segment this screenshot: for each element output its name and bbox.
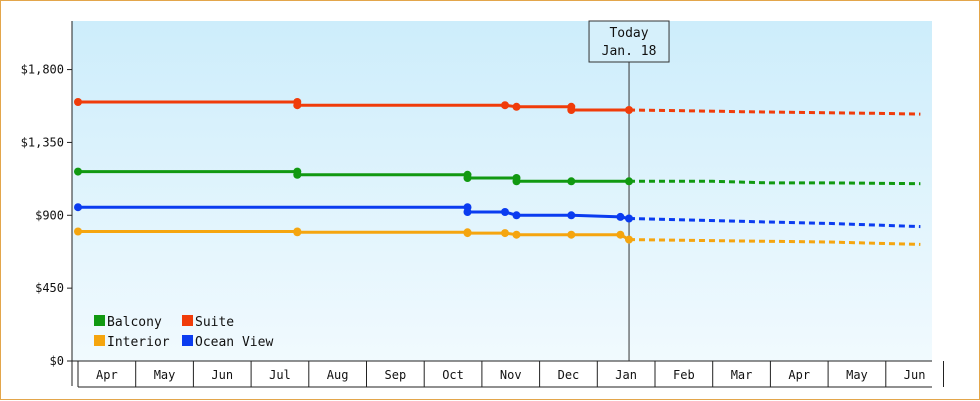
- series-interior: [74, 227, 921, 246]
- series-suite-forecast-line: [628, 108, 921, 116]
- today-marker: Today Jan. 18: [588, 20, 670, 361]
- series-balcony: [74, 167, 921, 186]
- y-tick-label: $1,800: [21, 63, 64, 77]
- series-ocean-view-point: [501, 208, 509, 216]
- legend: Balcony Suite Interior Ocean View: [94, 315, 273, 350]
- series-balcony-point: [293, 170, 302, 179]
- series-ocean-view-point: [616, 212, 625, 221]
- series-interior-point: [567, 230, 576, 239]
- y-tick-label: $0: [50, 354, 64, 368]
- x-axis: Apr May Jun Jul Aug Sep Oct Nov Dec Jan Feb Mar Apr M…: [72, 360, 944, 388]
- series-ocean-view-point: [463, 208, 472, 216]
- series-ocean-view: [74, 203, 921, 229]
- series-ocean-view-point: [625, 214, 633, 223]
- x-tick-label: Aug: [327, 368, 349, 382]
- y-tick-label: $450: [35, 281, 64, 295]
- series-balcony-point: [463, 174, 472, 182]
- series-interior-point: [501, 229, 509, 238]
- series-balcony-forecast-line: [629, 179, 921, 186]
- series-suite-point: [567, 106, 576, 114]
- series-ocean-view-forecast-line: [628, 217, 921, 229]
- legend-swatch-ocean-view: [182, 335, 193, 346]
- x-tick-label: May: [846, 368, 868, 382]
- series-interior-point: [625, 235, 633, 244]
- x-tick-label: Oct: [442, 368, 464, 382]
- today-label: Today: [609, 26, 648, 41]
- today-date: Jan. 18: [602, 44, 657, 59]
- series-balcony-point: [567, 177, 576, 186]
- x-tick-label: Apr: [96, 368, 118, 382]
- x-tick-label: Apr: [788, 368, 810, 382]
- series-ocean-view-point: [567, 211, 576, 220]
- series-ocean-view-point: [74, 203, 82, 212]
- x-tick-label: Mar: [731, 368, 753, 382]
- series-lines: [74, 98, 921, 246]
- series-interior-forecast-line: [628, 238, 921, 246]
- y-tick-label: $900: [35, 208, 64, 222]
- y-tick-label: $1,350: [21, 135, 64, 149]
- series-interior-point: [74, 227, 82, 236]
- series-suite-point: [501, 101, 509, 110]
- legend-swatch-suite: [182, 315, 193, 326]
- x-tick-label: Jun: [211, 368, 233, 382]
- x-tick-label: Nov: [500, 368, 522, 382]
- legend-label-balcony: Balcony: [107, 315, 162, 330]
- x-tick-label: May: [154, 368, 176, 382]
- legend-swatch-balcony: [94, 315, 105, 326]
- series-interior-point: [293, 228, 302, 237]
- series-suite-point: [625, 106, 633, 114]
- legend-swatch-interior: [94, 335, 105, 346]
- x-tick-label: Sep: [385, 368, 407, 382]
- x-tick-label: Feb: [673, 368, 695, 382]
- x-tick-label: Jul: [269, 368, 291, 382]
- series-balcony-point: [625, 177, 633, 186]
- series-balcony-point: [512, 177, 521, 186]
- x-tick-label: Jan: [615, 368, 637, 382]
- plot-area: [72, 21, 932, 361]
- legend-label-suite: Suite: [195, 315, 234, 330]
- series-suite-point: [512, 102, 521, 111]
- series-suite-point: [74, 98, 82, 106]
- x-tick-label: Jun: [904, 368, 926, 382]
- series-interior-point: [463, 229, 472, 238]
- series-suite-point: [293, 101, 302, 110]
- today-label-box: [588, 20, 670, 63]
- legend-label-interior: Interior: [107, 335, 170, 350]
- series-interior-point: [616, 230, 625, 239]
- series-suite: [74, 98, 921, 116]
- x-tick-label: Dec: [558, 368, 580, 382]
- series-interior-point: [512, 230, 521, 239]
- series-ocean-view-point: [512, 211, 521, 220]
- legend-label-ocean-view: Ocean View: [195, 335, 273, 350]
- series-balcony-point: [74, 167, 82, 176]
- y-axis: $0 $450 $900 $1,350 $1,800: [21, 21, 73, 386]
